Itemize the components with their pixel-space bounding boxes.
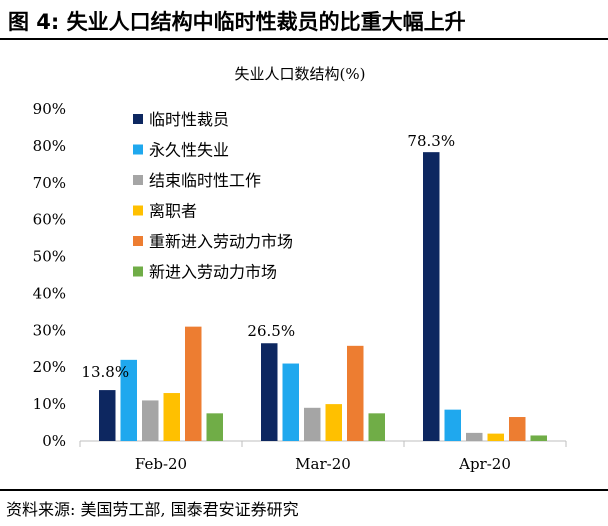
bar: [163, 393, 180, 441]
x-tick-label: Feb-20: [135, 455, 187, 473]
y-tick-label: 80%: [33, 137, 66, 155]
bar: [304, 407, 321, 441]
legend-swatch: [133, 205, 143, 216]
data-label: 78.3%: [407, 132, 455, 150]
legend-label: 离职者: [149, 202, 197, 221]
legend-swatch: [133, 144, 143, 155]
x-axis: Feb-20 Mar-20 Apr-20: [79, 440, 567, 473]
bar: [206, 413, 223, 441]
bar: [261, 343, 278, 441]
figure-title: 图 4: 失业人口结构中临时性裁员的比重大幅上升: [8, 10, 466, 34]
legend-swatch: [133, 236, 143, 246]
title-rule: [0, 38, 608, 40]
bar: [423, 152, 440, 441]
bar: [487, 433, 504, 441]
legend-swatch: [133, 266, 143, 277]
bar: [530, 435, 547, 441]
bar: [347, 345, 364, 441]
legend-swatch: [133, 175, 143, 185]
data-label: 13.8%: [81, 363, 129, 381]
bar: [142, 400, 159, 441]
x-tick-label: Mar-20: [295, 455, 351, 473]
bar: [282, 363, 299, 441]
y-tick-label: 10%: [33, 395, 66, 413]
y-axis: 0% 10% 20% 30% 40% 50% 60% 70% 80% 90%: [33, 100, 66, 450]
y-tick-label: 20%: [33, 358, 66, 376]
legend-label: 临时性裁员: [149, 110, 229, 129]
legend-label: 新进入劳动力市场: [149, 263, 277, 282]
bar: [466, 432, 483, 441]
legend-label: 结束临时性工作: [149, 171, 261, 190]
y-tick-label: 70%: [33, 174, 66, 192]
chart-title: 失业人口数结构(%): [235, 65, 366, 83]
y-tick-label: 40%: [33, 284, 66, 302]
y-tick-label: 90%: [33, 100, 66, 118]
bars: [99, 152, 547, 441]
source-note: 资料来源: 美国劳工部, 国泰君安证券研究: [6, 500, 299, 519]
legend-label: 重新进入劳动力市场: [149, 232, 293, 251]
data-labels: 13.8% 26.5% 78.3%: [81, 132, 455, 381]
x-tick-label: Apr-20: [458, 455, 511, 473]
y-tick-label: 0%: [42, 432, 66, 450]
data-label: 26.5%: [247, 322, 295, 340]
bar: [99, 390, 116, 441]
y-tick-label: 30%: [33, 321, 66, 339]
y-tick-label: 60%: [33, 211, 66, 229]
bar: [120, 359, 137, 441]
bar: [325, 404, 342, 441]
legend-swatch: [133, 114, 143, 124]
bar: [185, 326, 202, 441]
bar: [509, 417, 526, 441]
source-rule: [0, 489, 608, 491]
bar: [444, 409, 461, 441]
bar: [368, 413, 385, 441]
legend-label: 永久性失业: [149, 141, 229, 160]
y-tick-label: 50%: [33, 248, 66, 266]
